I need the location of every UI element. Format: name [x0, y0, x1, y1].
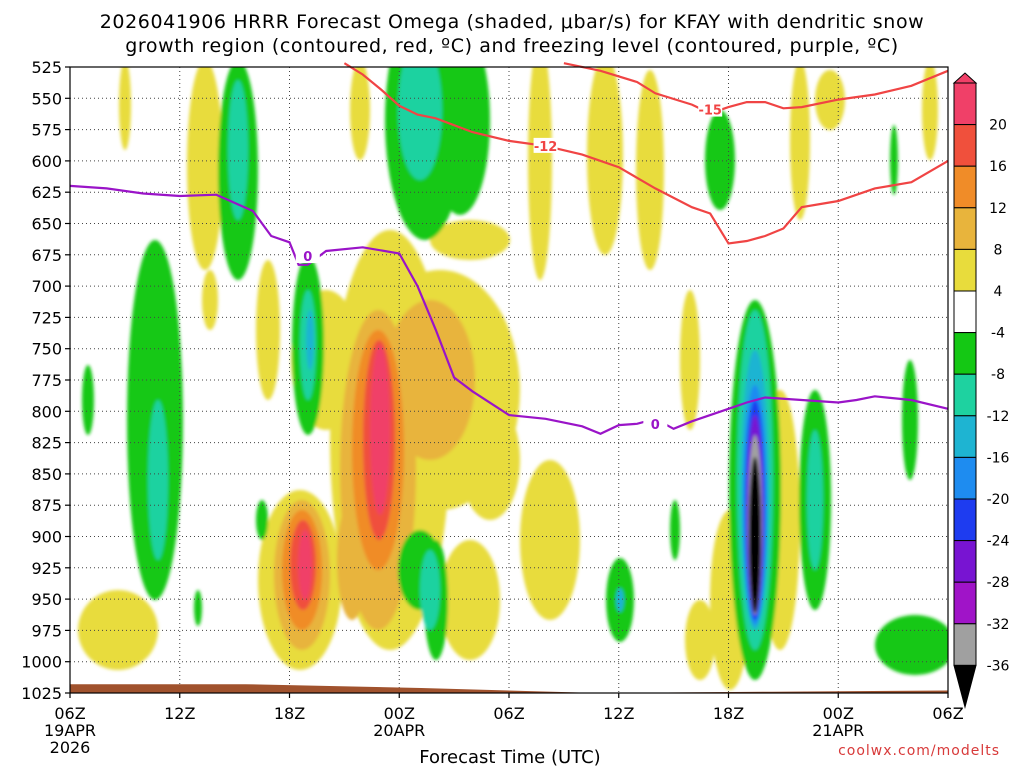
colorbar: 20 16 12 8 4 -4 -8 -12 -16 -20 -24 -28 -32 -36 [952, 72, 1010, 709]
colorbar-segment [953, 456, 977, 500]
y-tick-label: 875 [31, 496, 62, 515]
colorbar-segment [953, 124, 977, 167]
y-tick-label: 675 [31, 246, 62, 265]
omega-shading [78, 67, 948, 690]
dgz-top-label-bg [698, 101, 723, 117]
dgz-top-label: -15 [698, 104, 722, 119]
chart-title-line-2: growth region (contoured, red, ºC) and f… [125, 35, 899, 57]
x-tick-label: 00Z [823, 704, 854, 723]
colorbar-segment [953, 82, 977, 126]
x-date-label: 19APR [44, 721, 96, 740]
colorbar-label: -20 [987, 492, 1010, 508]
credit-text: coolwx.com/modelts [838, 743, 1000, 759]
y-tick-label: 575 [31, 121, 62, 140]
y-tick-label: 1025 [21, 684, 62, 703]
y-tick-label: 550 [31, 89, 62, 108]
y-tick-label: 625 [31, 183, 62, 202]
x-tick-label: 06Z [932, 704, 963, 723]
colorbar-label: -12 [987, 409, 1010, 425]
x-tick-label: 06Z [54, 704, 85, 723]
x-tick-label: 12Z [164, 704, 195, 723]
dgz-top-isotherm-line [563, 62, 949, 115]
colorbar-label: -16 [987, 450, 1010, 466]
y-tick-label: 825 [31, 434, 62, 453]
x-year-label: 2026 [50, 738, 91, 757]
colorbar-segment [953, 373, 977, 417]
x-tick-label: 18Z [274, 704, 305, 723]
y-axis: 525 550 575 600 625 650 675 700 725 750 775 800 825 8… [21, 58, 70, 703]
y-tick-label: 700 [31, 277, 62, 296]
colorbar-segment [953, 165, 977, 209]
colorbar-segment [953, 581, 977, 625]
freezing-level-label-1: 0 [303, 250, 312, 265]
terrain-surface [70, 684, 948, 693]
colorbar-label: -24 [987, 534, 1010, 550]
contour-labels: 0 0 -12 -15 [295, 101, 723, 433]
colorbar-label: -8 [991, 367, 1005, 383]
y-tick-label: 600 [31, 152, 62, 171]
colorbar-label: 16 [989, 159, 1007, 175]
colorbar-segment [953, 623, 977, 666]
y-tick-label: 900 [31, 528, 62, 547]
chart-grid [70, 67, 948, 693]
y-tick-label: 800 [31, 402, 62, 421]
colorbar-segment [953, 207, 977, 250]
y-tick-label: 925 [31, 559, 62, 578]
y-tick-label: 650 [31, 215, 62, 234]
freezing-level-label-1-bg [295, 248, 320, 264]
freezing-level-line [69, 184, 949, 436]
x-tick-label: 18Z [713, 704, 744, 723]
freezing-level-label-2-bg [643, 415, 668, 431]
chart-title-line-1: 2026041906 HRRR Forecast Omega (shaded, … [100, 11, 925, 33]
colorbar-segment [953, 248, 977, 292]
y-tick-label: 975 [31, 621, 62, 640]
y-tick-label: 525 [31, 58, 62, 77]
colorbar-label: 12 [989, 201, 1007, 217]
colorbar-label: -36 [987, 658, 1010, 674]
dgz-bottom-isotherm-line [343, 62, 949, 245]
colorbar-label: -28 [987, 575, 1010, 591]
colorbar-label: 20 [989, 118, 1007, 134]
freezing-level-label-2: 0 [651, 418, 660, 433]
y-tick-label: 950 [31, 590, 62, 609]
omega-positive-20 [298, 345, 390, 600]
x-date-label: 21APR [812, 721, 864, 740]
colorbar-label: 8 [994, 242, 1003, 258]
colorbar-segment [953, 415, 977, 458]
y-tick-label: 750 [31, 340, 62, 359]
colorbar-label: -4 [991, 326, 1005, 342]
dgz-bottom-label-bg [533, 137, 558, 153]
dgz-bottom-label: -12 [534, 140, 558, 155]
colorbar-segment [953, 540, 977, 583]
colorbar-segment [953, 290, 977, 334]
y-tick-label: 775 [31, 371, 62, 390]
colorbar-label: 4 [994, 284, 1003, 300]
x-tick-label: 06Z [493, 704, 524, 723]
colorbar-label: -32 [987, 617, 1010, 633]
x-date-label: 20APR [373, 721, 425, 740]
colorbar-segment [953, 332, 977, 375]
x-axis-title: Forecast Time (UTC) [419, 747, 600, 768]
y-tick-label: 850 [31, 465, 62, 484]
x-tick-label: 00Z [384, 704, 415, 723]
y-tick-label: 1000 [21, 653, 62, 672]
x-tick-label: 12Z [603, 704, 634, 723]
colorbar-bottom-arrow [953, 664, 977, 709]
omega-negative-36 [749, 457, 761, 613]
colorbar-segment [953, 498, 977, 542]
y-tick-label: 725 [31, 308, 62, 327]
